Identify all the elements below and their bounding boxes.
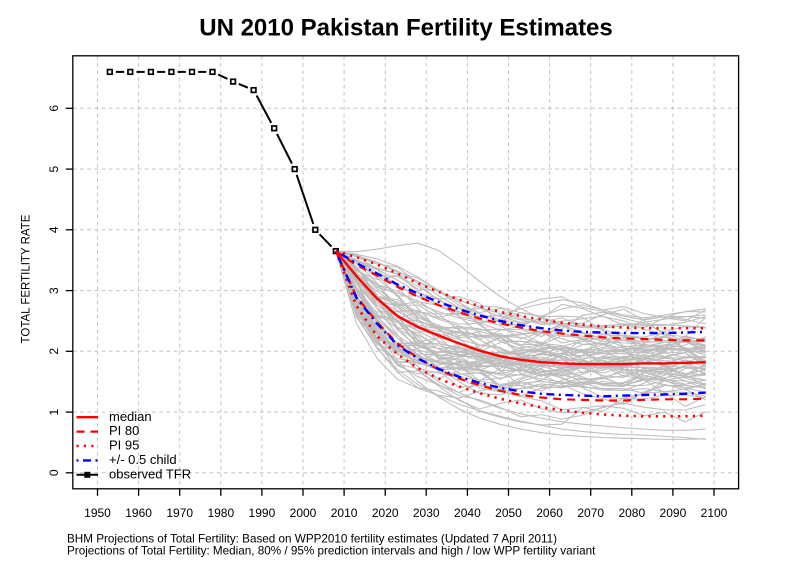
svg-text:PI 80: PI 80 (109, 423, 139, 438)
svg-text:2070: 2070 (577, 506, 604, 520)
svg-text:1970: 1970 (166, 506, 193, 520)
svg-text:2030: 2030 (413, 506, 440, 520)
svg-text:5: 5 (47, 165, 61, 172)
svg-text:BHM Projections of Total Ferti: BHM Projections of Total Fertility: Base… (67, 533, 557, 546)
svg-text:0: 0 (47, 469, 61, 476)
svg-text:2090: 2090 (660, 506, 687, 520)
svg-text:1960: 1960 (125, 506, 152, 520)
svg-text:1990: 1990 (249, 506, 276, 520)
svg-text:4: 4 (47, 226, 61, 233)
svg-text:2: 2 (47, 348, 61, 355)
svg-text:TOTAL FERTILITY RATE: TOTAL FERTILITY RATE (21, 214, 33, 343)
svg-text:1980: 1980 (207, 506, 234, 520)
svg-text:2050: 2050 (495, 506, 522, 520)
svg-text:1950: 1950 (84, 506, 111, 520)
svg-text:2010: 2010 (331, 506, 358, 520)
svg-text:2080: 2080 (618, 506, 645, 520)
svg-text:1: 1 (47, 408, 61, 415)
svg-text:+/- 0.5 child: +/- 0.5 child (109, 452, 177, 467)
svg-text:Projections of Total Fertility: Projections of Total Fertility: Median, … (67, 544, 596, 557)
svg-text:3: 3 (47, 287, 61, 294)
svg-text:observed TFR: observed TFR (109, 466, 191, 481)
svg-text:UN 2010 Pakistan Fertility Est: UN 2010 Pakistan Fertility Estimates (199, 15, 613, 42)
svg-text:2000: 2000 (290, 506, 317, 520)
svg-text:2100: 2100 (701, 506, 728, 520)
svg-text:median: median (109, 409, 152, 424)
svg-text:6: 6 (47, 105, 61, 112)
svg-text:2040: 2040 (454, 506, 481, 520)
svg-text:2060: 2060 (536, 506, 563, 520)
svg-text:PI 95: PI 95 (109, 438, 139, 453)
svg-text:2020: 2020 (372, 506, 399, 520)
